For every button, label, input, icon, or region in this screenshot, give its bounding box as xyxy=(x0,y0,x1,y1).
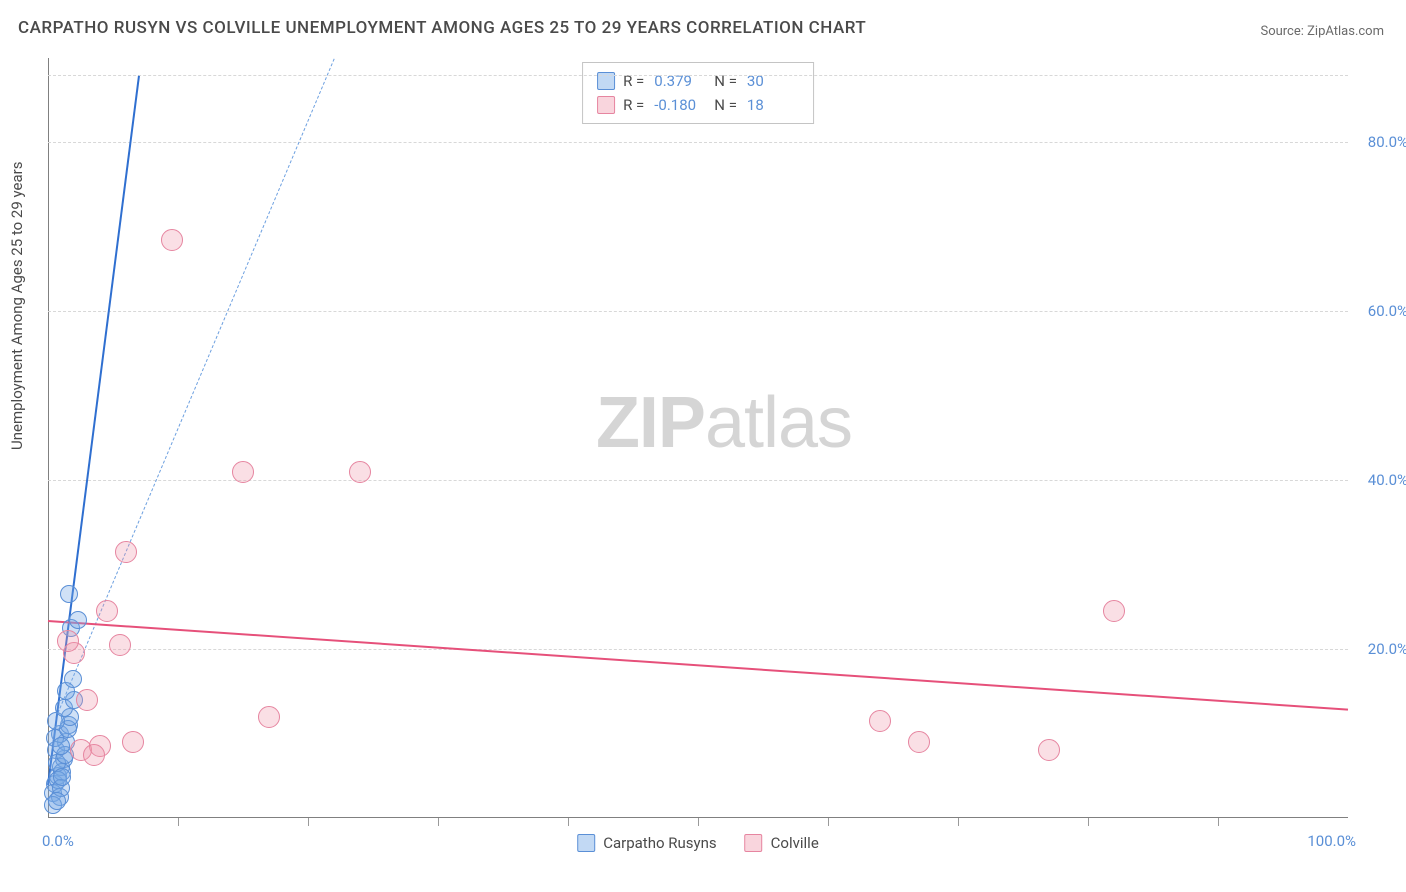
n-label: N = xyxy=(714,93,737,117)
y-tick-label: 40.0% xyxy=(1353,471,1406,489)
x-axis-min-label: 0.0% xyxy=(42,832,74,850)
data-point xyxy=(96,600,118,622)
gridline xyxy=(48,649,1348,650)
scatter-plot: ZIPatlas R = 0.379 N = 30 R = -0.180 N =… xyxy=(48,58,1348,818)
data-point xyxy=(161,229,183,251)
r-label: R = xyxy=(623,93,644,117)
data-point xyxy=(908,731,930,753)
data-point xyxy=(1038,739,1060,761)
n-label: N = xyxy=(714,69,737,93)
swatch-pink xyxy=(745,834,763,852)
x-tick xyxy=(308,818,309,826)
data-point xyxy=(349,461,371,483)
series-legend: Carpatho Rusyns Colville xyxy=(577,834,819,852)
source-attribution: Source: ZipAtlas.com xyxy=(1260,24,1384,39)
data-point xyxy=(122,731,144,753)
r-label: R = xyxy=(623,69,644,93)
x-tick xyxy=(568,818,569,826)
x-tick xyxy=(438,818,439,826)
data-point xyxy=(69,611,87,629)
y-tick-label: 60.0% xyxy=(1353,302,1406,320)
data-point xyxy=(83,744,105,766)
data-point xyxy=(232,461,254,483)
y-axis xyxy=(48,58,49,818)
n-value-pink: 18 xyxy=(747,93,799,117)
legend-label: Colville xyxy=(771,834,819,852)
data-point xyxy=(64,670,82,688)
gridline xyxy=(48,311,1348,312)
y-tick-label: 80.0% xyxy=(1353,133,1406,151)
data-point xyxy=(76,689,98,711)
data-point xyxy=(52,737,70,755)
data-point xyxy=(869,710,891,732)
gridline xyxy=(48,142,1348,143)
gridline xyxy=(48,75,1348,76)
legend-row-blue: R = 0.379 N = 30 xyxy=(597,69,799,93)
legend-item-blue: Carpatho Rusyns xyxy=(577,834,716,852)
correlation-legend: R = 0.379 N = 30 R = -0.180 N = 18 xyxy=(582,62,814,124)
data-point xyxy=(115,541,137,563)
legend-label: Carpatho Rusyns xyxy=(603,834,716,852)
legend-item-pink: Colville xyxy=(745,834,819,852)
x-tick xyxy=(1088,818,1089,826)
data-point xyxy=(1103,600,1125,622)
legend-row-pink: R = -0.180 N = 18 xyxy=(597,93,799,117)
y-axis-label: Unemployment Among Ages 25 to 29 years xyxy=(8,162,26,450)
x-tick xyxy=(958,818,959,826)
data-point xyxy=(109,634,131,656)
x-tick xyxy=(828,818,829,826)
chart-title: CARPATHO RUSYN VS COLVILLE UNEMPLOYMENT … xyxy=(18,18,866,38)
watermark-bold: ZIP xyxy=(596,383,705,463)
x-tick xyxy=(1218,818,1219,826)
watermark: ZIPatlas xyxy=(596,382,852,464)
r-value-blue: 0.379 xyxy=(654,69,706,93)
data-point xyxy=(57,630,79,652)
swatch-pink xyxy=(597,96,615,114)
data-point xyxy=(258,706,280,728)
data-point xyxy=(48,792,66,810)
r-value-pink: -0.180 xyxy=(654,93,706,117)
trend-line xyxy=(48,620,1348,711)
swatch-blue xyxy=(577,834,595,852)
y-tick-label: 20.0% xyxy=(1353,640,1406,658)
watermark-light: atlas xyxy=(705,383,852,463)
data-point xyxy=(53,768,71,786)
trend-line xyxy=(47,76,140,786)
x-tick xyxy=(178,818,179,826)
n-value-blue: 30 xyxy=(747,69,799,93)
x-tick xyxy=(698,818,699,826)
x-axis-max-label: 100.0% xyxy=(1307,832,1356,850)
data-point xyxy=(60,585,78,603)
